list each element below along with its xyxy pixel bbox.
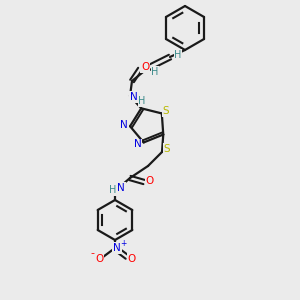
- Text: N: N: [130, 92, 138, 102]
- Text: N: N: [117, 183, 125, 193]
- Text: N: N: [134, 140, 142, 149]
- Text: S: S: [164, 144, 170, 154]
- Text: +: +: [120, 239, 126, 248]
- Text: O: O: [141, 62, 149, 72]
- Text: O: O: [128, 254, 136, 264]
- Text: H: H: [151, 67, 159, 77]
- Text: -: -: [90, 248, 94, 258]
- Text: H: H: [109, 185, 117, 195]
- Text: N: N: [120, 120, 128, 130]
- Text: N: N: [113, 243, 121, 253]
- Text: H: H: [138, 96, 146, 106]
- Text: O: O: [146, 176, 154, 186]
- Text: S: S: [163, 106, 169, 116]
- Text: O: O: [95, 254, 103, 264]
- Text: H: H: [174, 50, 182, 60]
